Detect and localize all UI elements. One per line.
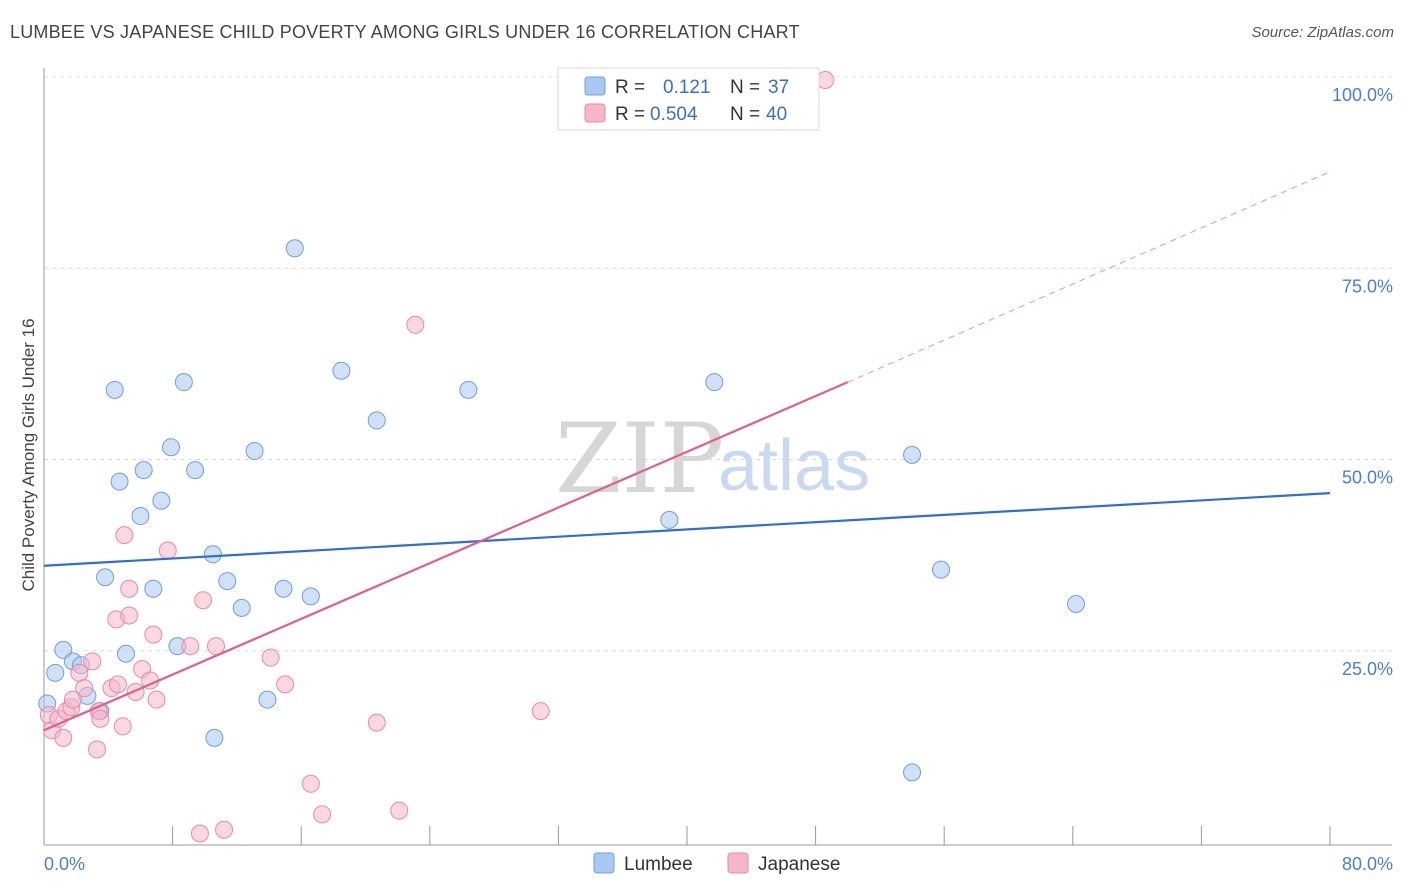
- legend-swatch-japanese: [584, 103, 606, 123]
- japanese-point-23: [144, 625, 163, 644]
- japanese-point-37: [390, 801, 409, 820]
- legend-r-value-japanese: 0.504: [650, 104, 698, 125]
- watermark-atlas: atlas: [718, 426, 870, 506]
- japanese-point-35: [367, 713, 386, 732]
- lumbee-point-21: [218, 572, 237, 591]
- lumbee-point-8: [105, 380, 124, 399]
- lumbee-point-32: [705, 373, 724, 392]
- lumbee-point-14: [152, 491, 171, 510]
- japanese-point-36: [406, 315, 425, 334]
- bottom-legend-japanese: Japanese: [758, 854, 840, 875]
- japanese-point-16: [113, 717, 132, 736]
- chart-title: LUMBEE VS JAPANESE CHILD POVERTY AMONG G…: [10, 22, 800, 42]
- japanese-point-17: [115, 526, 134, 545]
- legend-n-value-lumbee: 37: [768, 77, 789, 98]
- japanese-point-6: [88, 740, 107, 759]
- bottom-legend-lumbee: Lumbee: [624, 854, 693, 875]
- lumbee-point-15: [161, 438, 180, 457]
- lumbee-trend-line: [43, 492, 1331, 567]
- lumbee-point-12: [134, 461, 153, 480]
- lumbee-point-27: [301, 587, 320, 606]
- japanese-point-11: [83, 652, 102, 671]
- japanese-point-27: [190, 824, 209, 843]
- japanese-point-8: [63, 690, 82, 709]
- japanese-point-38: [531, 702, 550, 721]
- y-tick-label-1: 75.0%: [1342, 276, 1393, 296]
- y-axis-label: Child Poverty Among Girls Under 16: [19, 318, 38, 591]
- lumbee-point-26: [285, 239, 304, 258]
- y-tick-label-2: 50.0%: [1342, 468, 1393, 488]
- lumbee-point-20: [205, 728, 224, 747]
- japanese-point-31: [261, 648, 280, 667]
- lumbee-point-10: [116, 644, 135, 663]
- japanese-point-18: [120, 606, 139, 625]
- bottom-legend-swatch-lumbee: [593, 852, 615, 874]
- legend-swatch-lumbee: [584, 76, 606, 96]
- lumbee-point-2: [54, 640, 73, 659]
- japanese-point-34: [313, 805, 332, 824]
- japanese-point-28: [194, 591, 213, 610]
- lumbee-point-24: [258, 690, 277, 709]
- lumbee-point-36: [1067, 595, 1086, 614]
- lumbee-point-30: [459, 380, 478, 399]
- lumbee-point-33: [903, 445, 922, 464]
- lumbee-point-17: [174, 373, 193, 392]
- gridlines: [44, 76, 1392, 652]
- lumbee-point-11: [131, 507, 150, 526]
- japanese-point-10: [75, 679, 94, 698]
- japanese-point-30: [215, 820, 234, 839]
- legend-r-value-lumbee: 0.121: [663, 77, 711, 98]
- lumbee-point-23: [245, 442, 264, 461]
- legend: R = 0.121 N = 37 R = 0.504 N = 40: [557, 67, 820, 131]
- lumbee-point-19: [203, 545, 222, 564]
- lumbee-point-1: [46, 663, 65, 682]
- x-tick-label-max: 80.0%: [1342, 854, 1393, 874]
- japanese-trend-line: [43, 381, 849, 732]
- lumbee-point-31: [660, 510, 679, 529]
- lumbee-point-13: [144, 579, 163, 598]
- legend-n-label-lumbee: N =: [730, 77, 760, 98]
- legend-r-label-japanese: R =: [615, 104, 645, 125]
- trend-lines: [43, 171, 1331, 732]
- y-tick-label-3: 25.0%: [1342, 659, 1393, 679]
- legend-n-label-japanese: N =: [730, 104, 760, 125]
- lumbee-point-18: [186, 461, 205, 480]
- japanese-point-33: [301, 774, 320, 793]
- lumbee-point-35: [931, 560, 950, 579]
- x-tick-label-min: 0.0%: [44, 854, 85, 874]
- japanese-point-19: [120, 579, 139, 598]
- japanese-point-32: [276, 675, 295, 694]
- lumbee-point-9: [110, 472, 129, 491]
- japanese-point-12: [91, 709, 110, 728]
- lumbee-point-25: [274, 579, 293, 598]
- japanese-point-3: [54, 728, 73, 747]
- japanese-point-15: [108, 675, 127, 694]
- legend-n-value-japanese: 40: [766, 104, 787, 125]
- lumbee-point-22: [232, 598, 251, 617]
- tick-labels: 100.0% 75.0% 50.0% 25.0% 0.0% 80.0%: [44, 85, 1393, 874]
- lumbee-point-28: [332, 361, 351, 380]
- bottom-legend: Lumbee Japanese: [593, 852, 840, 875]
- bottom-legend-swatch-japanese: [727, 852, 749, 874]
- japanese-trend-extension: [847, 171, 1331, 383]
- lumbee-point-7: [96, 568, 115, 587]
- lumbee-point-29: [367, 411, 386, 430]
- japanese-point-24: [147, 690, 166, 709]
- source-label: Source: ZipAtlas.com: [1251, 24, 1394, 41]
- japanese-point-25: [158, 541, 177, 560]
- legend-r-label-lumbee: R =: [615, 77, 645, 98]
- y-tick-label-0: 100.0%: [1332, 85, 1393, 105]
- lumbee-point-34: [903, 763, 922, 782]
- japanese-point-26: [181, 637, 200, 656]
